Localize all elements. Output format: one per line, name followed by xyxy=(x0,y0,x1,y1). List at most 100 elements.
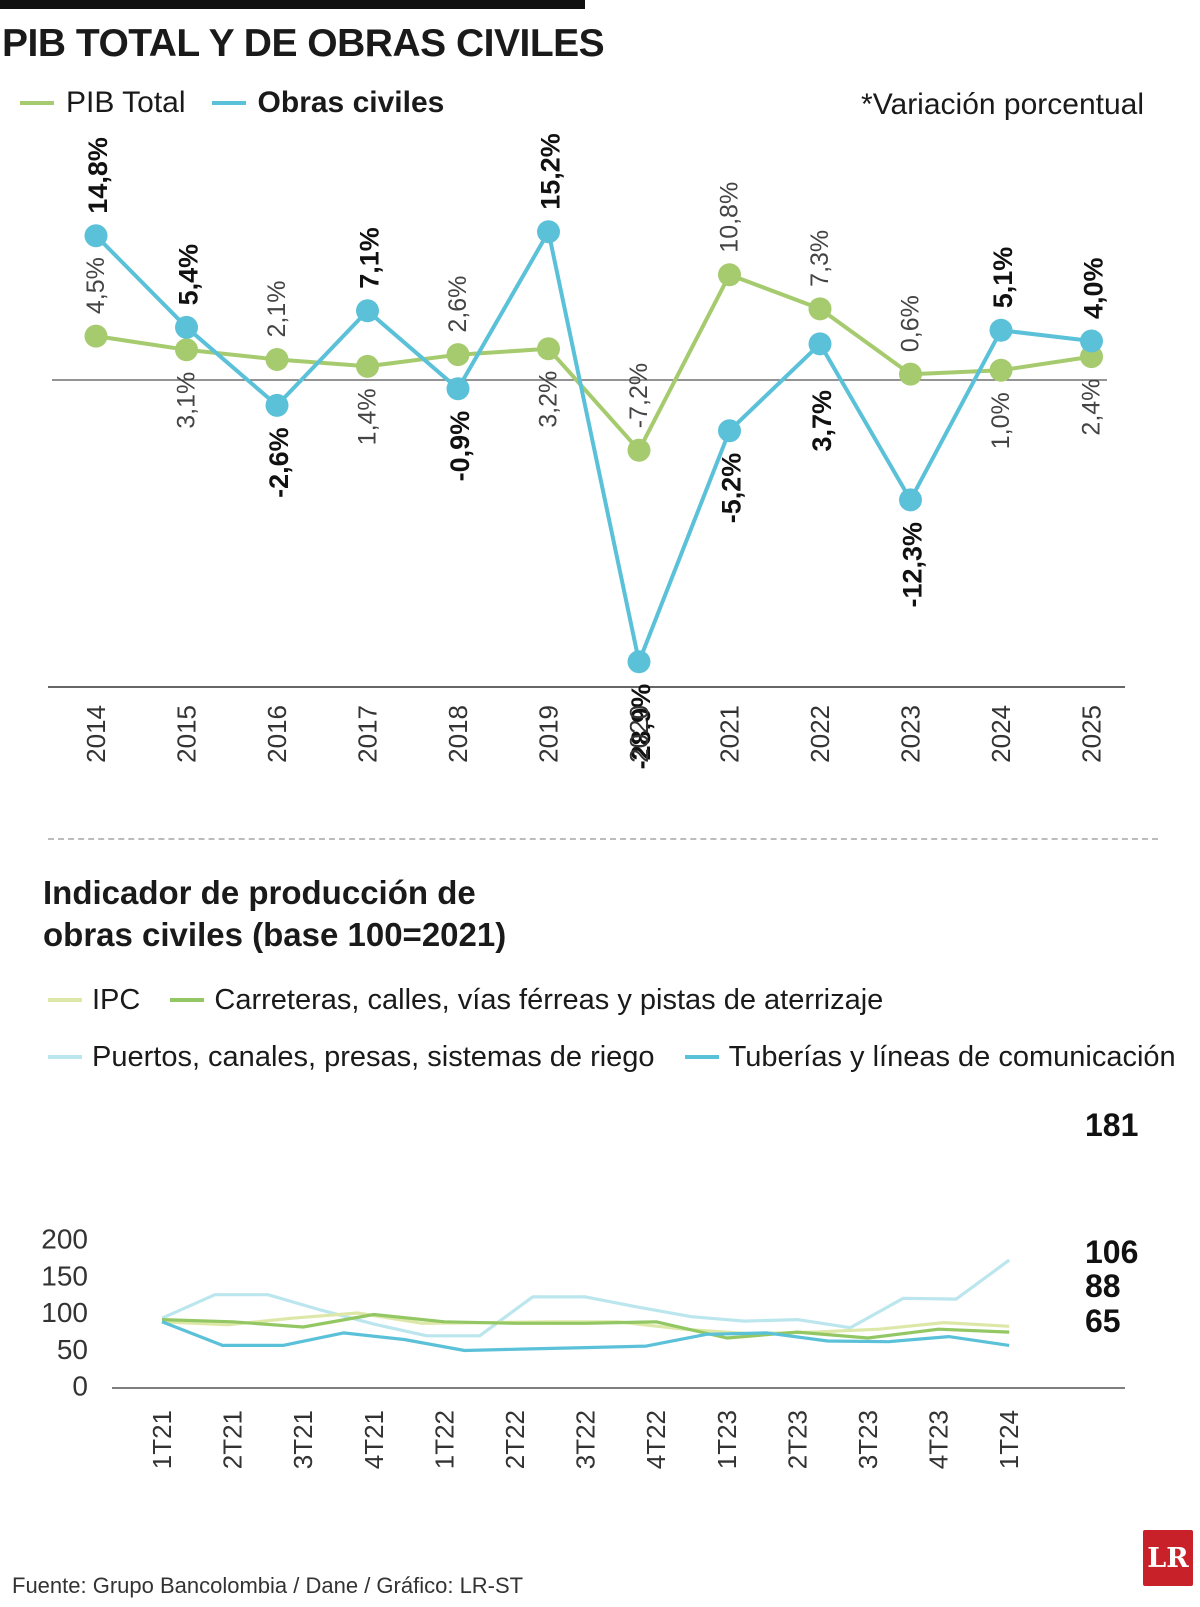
x-tick-label-2014: 2014 xyxy=(81,705,111,763)
data-label-pib-2022: 7,3% xyxy=(806,230,834,287)
series-line-pib-total xyxy=(95,272,1092,453)
data-label-obras-2020: -28,9% xyxy=(626,684,656,770)
x-tick-label-4T21: 4T21 xyxy=(359,1410,389,1469)
x-tick-label-2025: 2025 xyxy=(1077,705,1107,763)
data-label-obras-2016: -2,6% xyxy=(264,427,294,498)
data-label-pib-2015: 3,1% xyxy=(173,372,201,429)
x-tick-label-1T23: 1T23 xyxy=(712,1410,742,1469)
x-tick-label-3T23: 3T23 xyxy=(853,1410,883,1469)
chart-indicador-obras: 0 50 100 150 200 1T21 2T21 3T21 4T21 1T22 2T22 3T22… xyxy=(41,1107,1138,1469)
x-tick-label-2023: 2023 xyxy=(896,705,926,763)
y-tick-label-200: 200 xyxy=(41,1224,88,1255)
x-tick-label-2024: 2024 xyxy=(986,705,1016,763)
series-line-obras-civiles xyxy=(94,229,1092,664)
page-title: PIB TOTAL Y DE OBRAS CIVILES xyxy=(2,22,605,65)
end-label-181: 181 xyxy=(1085,1107,1138,1143)
section-divider xyxy=(48,838,1158,840)
data-label-obras-2023: -12,3% xyxy=(898,522,928,608)
data-label-obras-2024: 5,1% xyxy=(988,247,1018,309)
y-tick-label-100: 100 xyxy=(41,1297,88,1328)
x-tick-label-3T21: 3T21 xyxy=(288,1410,318,1469)
data-label-obras-2022: 3,7% xyxy=(807,390,837,452)
x-tick-label-4T23: 4T23 xyxy=(924,1410,954,1469)
chart2-title-line1: Indicador de producción de xyxy=(43,874,476,911)
data-label-obras-2021: -5,2% xyxy=(717,453,747,524)
data-label-obras-2018: -0,9% xyxy=(445,411,475,482)
lr-logo: LR xyxy=(1143,1530,1193,1586)
chart2-title: Indicador de producción de obras civiles… xyxy=(43,872,506,956)
series-line-carreteras-calles-vias-ferreas-y-pistas-de-aterrizaje xyxy=(161,1312,1010,1340)
y-tick-label-150: 150 xyxy=(41,1260,88,1291)
end-label-106: 106 xyxy=(1085,1234,1138,1270)
point-obras-2018 xyxy=(446,377,470,401)
data-label-pib-2025: 2,4% xyxy=(1078,379,1106,436)
series-line-puertos-canales-presas-sistemas-de-riego xyxy=(161,1258,1011,1338)
point-obras-2019 xyxy=(537,220,560,244)
point-pib-2020 xyxy=(627,438,651,462)
point-pib-2018 xyxy=(446,343,470,367)
data-label-pib-2014: 4,5% xyxy=(82,257,110,314)
x-tick-label-1T24: 1T24 xyxy=(994,1410,1024,1469)
chart2-title-line2: obras civiles (base 100=2021) xyxy=(43,916,507,953)
legend-swatch-puertos xyxy=(48,1055,82,1059)
legend-label-obras: Obras civiles xyxy=(257,86,445,119)
point-pib-2024 xyxy=(989,358,1013,382)
data-label-pib-2023: 0,6% xyxy=(897,295,925,352)
end-label-88: 88 xyxy=(1085,1268,1121,1304)
legend-item-carreteras: Carreteras, calles, vías férreas y pista… xyxy=(170,975,883,1025)
legend-bottom: IPC Carreteras, calles, vías férreas y p… xyxy=(48,968,1198,1082)
legend-top: PIB Total Obras civiles xyxy=(20,86,444,120)
data-label-pib-2020: -7,2% xyxy=(625,363,653,428)
data-label-pib-2017: 1,4% xyxy=(354,388,382,445)
legend-swatch-pib xyxy=(20,101,54,105)
point-pib-2016 xyxy=(265,348,289,372)
data-label-obras-2017: 7,1% xyxy=(355,227,385,289)
x-tick-label-2021: 2021 xyxy=(715,705,745,763)
point-obras-2025 xyxy=(1080,329,1103,353)
point-pib-2021 xyxy=(718,263,741,287)
legend-item-tuberias: Tuberías y líneas de comunicación xyxy=(684,1032,1176,1082)
top-rule xyxy=(0,0,585,9)
legend-swatch-ipc xyxy=(48,998,82,1002)
point-obras-2020 xyxy=(627,650,651,674)
x-tick-label-2015: 2015 xyxy=(172,705,202,763)
point-pib-2017 xyxy=(356,354,379,378)
point-obras-2022 xyxy=(808,332,832,356)
data-label-obras-2014: 14,8% xyxy=(83,137,113,214)
point-obras-2023 xyxy=(899,488,922,512)
x-tick-label-2020: 2020 xyxy=(624,705,654,763)
point-obras-2016 xyxy=(265,393,289,417)
point-pib-2014 xyxy=(84,324,108,348)
data-label-pib-2019: 3,2% xyxy=(535,371,563,428)
y-tick-label-0: 0 xyxy=(72,1371,88,1402)
chart-pib-obras: 4,5% 3,1% 2,1% 1,4% 2,6% 3,2% -7,2% 10,8% 7,3% 0,… xyxy=(48,133,1125,770)
x-tick-label-2T22: 2T22 xyxy=(500,1410,530,1469)
note-variacion: *Variación porcentual xyxy=(861,88,1144,121)
y-tick-label-50: 50 xyxy=(57,1334,88,1365)
legend-swatch-tuberias xyxy=(684,1055,719,1059)
point-pib-2022 xyxy=(808,297,832,321)
legend-swatch-carreteras xyxy=(170,998,205,1002)
data-label-pib-2021: 10,8% xyxy=(716,182,744,253)
end-label-65: 65 xyxy=(1085,1303,1121,1339)
data-label-pib-2016: 2,1% xyxy=(263,281,291,338)
point-pib-2015 xyxy=(175,338,198,362)
point-pib-2019 xyxy=(537,337,560,361)
legend-swatch-obras xyxy=(211,101,246,105)
data-label-pib-2018: 2,6% xyxy=(444,276,472,333)
point-obras-2021 xyxy=(718,419,741,443)
x-tick-label-2022: 2022 xyxy=(805,705,835,763)
legend-label-pib: PIB Total xyxy=(66,86,186,119)
point-obras-2024 xyxy=(989,318,1013,342)
point-pib-2023 xyxy=(899,362,922,386)
legend-label-tuberias: Tuberías y líneas de comunicación xyxy=(728,1041,1176,1073)
legend-label-ipc: IPC xyxy=(92,984,141,1016)
legend-item-puertos: Puertos, canales, presas, sistemas de ri… xyxy=(48,1032,655,1082)
point-obras-2017 xyxy=(356,299,379,323)
point-obras-2014 xyxy=(84,224,108,248)
series-line-tuberias-y-lineas-de-comunicacion xyxy=(161,1320,1010,1353)
x-tick-label-1T22: 1T22 xyxy=(429,1410,459,1469)
legend-label-carreteras: Carreteras, calles, vías férreas y pista… xyxy=(214,984,884,1016)
legend-label-puertos: Puertos, canales, presas, sistemas de ri… xyxy=(92,1041,655,1073)
x-tick-label-2018: 2018 xyxy=(443,705,473,763)
